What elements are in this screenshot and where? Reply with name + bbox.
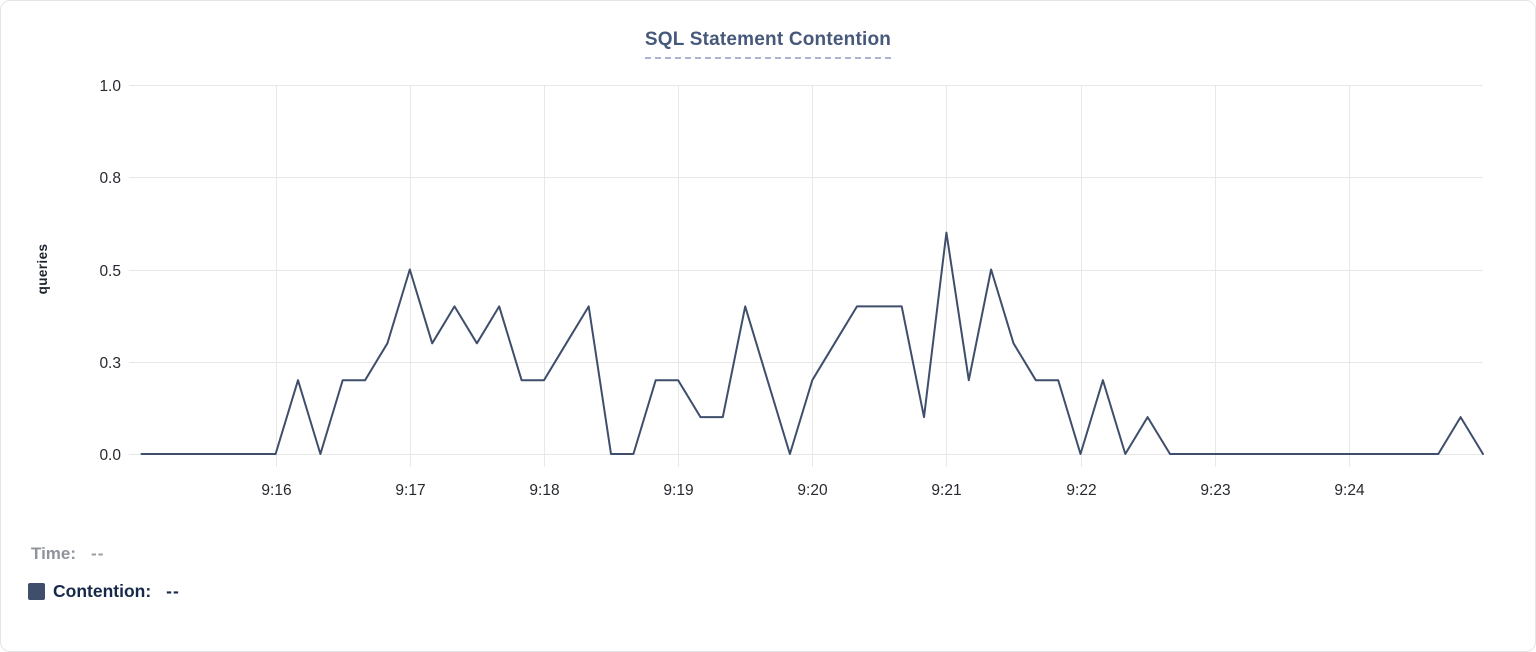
x-tick-label: 9:17	[395, 482, 425, 499]
x-tick-label: 9:16	[261, 482, 291, 499]
y-axis-title: queries	[35, 244, 50, 295]
contention-series-swatch	[28, 583, 45, 600]
x-tick-label: 9:19	[663, 482, 693, 499]
x-tick-label: 9:24	[1334, 482, 1365, 499]
legend-time-value: --	[91, 544, 105, 563]
y-tick-label: 0.3	[99, 355, 121, 372]
legend-contention-value: --	[166, 581, 180, 601]
chart-header: SQL Statement Contention	[1, 29, 1535, 59]
x-tick-label: 9:20	[797, 482, 828, 499]
y-tick-label: 0.5	[99, 263, 121, 280]
y-tick-label: 1.0	[99, 78, 121, 95]
x-tick-label: 9:18	[529, 482, 559, 499]
x-tick-label: 9:21	[931, 482, 961, 499]
legend-time-row: Time: --	[31, 544, 180, 564]
chart-title[interactable]: SQL Statement Contention	[644, 29, 892, 59]
legend-time-label: Time:	[31, 544, 77, 563]
x-tick-label: 9:23	[1200, 482, 1230, 499]
y-tick-label: 0.8	[99, 170, 121, 187]
contention-series-line	[140, 231, 1484, 455]
legend-contention-row[interactable]: Contention: --	[28, 581, 180, 602]
legend-contention-label: Contention:	[53, 581, 152, 601]
contention-line-chart[interactable]: 0.0 0.3 0.5 0.8 1.0 9:16 9:17 9:18 9:19 9:20 9:21 9…	[1, 1, 1536, 521]
x-tick-label: 9:22	[1066, 482, 1096, 499]
chart-legend: Time: -- Contention: --	[28, 544, 180, 602]
y-tick-label: 0.0	[99, 447, 121, 464]
